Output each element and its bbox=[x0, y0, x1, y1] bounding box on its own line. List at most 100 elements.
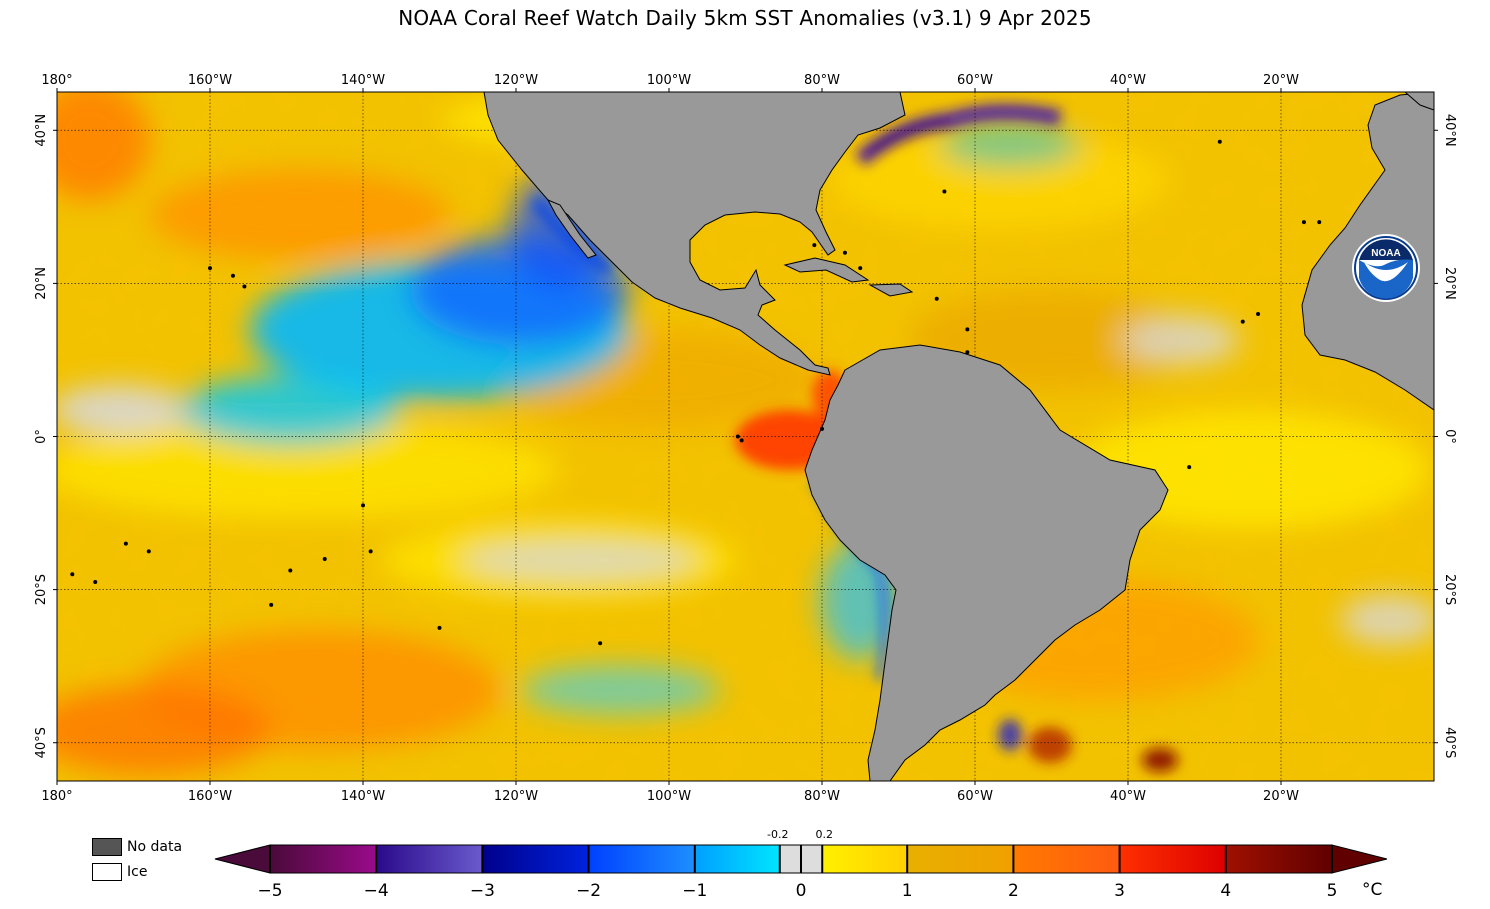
lon-label-top: 40°W bbox=[1110, 73, 1146, 88]
island bbox=[242, 284, 247, 289]
island bbox=[269, 602, 274, 607]
island bbox=[1301, 220, 1306, 225]
islands bbox=[70, 139, 1322, 646]
lat-label-left: 20°N bbox=[34, 267, 49, 300]
colorbar-neutral-label: 0.2 bbox=[815, 828, 833, 841]
latitude-labels-left: 40°N 20°N 0° 20°S 40°S bbox=[34, 114, 49, 758]
caribbean-islands-land bbox=[783, 257, 914, 297]
colorbar-tick-label: 0 bbox=[796, 881, 807, 901]
colorbar-tick-label: −1 bbox=[682, 881, 707, 901]
map-title: NOAA Coral Reef Watch Daily 5km SST Anom… bbox=[398, 6, 1092, 30]
legend-ice: Ice bbox=[92, 863, 147, 881]
colorbar-band bbox=[1225, 845, 1332, 873]
colorbar-unit: °C bbox=[1362, 880, 1383, 900]
island bbox=[812, 243, 817, 248]
ice-label: Ice bbox=[127, 864, 148, 880]
colorbar-tick-label: −3 bbox=[470, 881, 495, 901]
colorbar-tick-label: 3 bbox=[1114, 881, 1125, 901]
island bbox=[1240, 319, 1245, 324]
colorbar-band bbox=[1013, 845, 1120, 873]
lon-label-bottom: 20°W bbox=[1263, 789, 1299, 804]
island bbox=[93, 579, 98, 584]
lon-label-top: 20°W bbox=[1263, 73, 1299, 88]
lon-label-bottom: 60°W bbox=[957, 789, 993, 804]
island bbox=[942, 189, 947, 194]
lon-label-bottom: 140°W bbox=[341, 789, 385, 804]
lat-label-right: 40°S bbox=[1442, 727, 1457, 758]
map-area bbox=[57, 92, 1434, 781]
island bbox=[361, 503, 365, 508]
colorbar: −5 −4 −3 −2 −1 0 1 2 3 4 5 -0.2 0.2 bbox=[214, 828, 1388, 901]
lon-label-bottom: 80°W bbox=[804, 789, 840, 804]
lon-label-bottom: 160°W bbox=[188, 789, 232, 804]
colorbar-band bbox=[907, 845, 1014, 873]
colorbar-tick-label: −5 bbox=[257, 881, 282, 901]
island bbox=[123, 541, 128, 546]
longitude-labels-bottom: 180° 160°W 140°W 120°W 100°W 80°W 60°W 40°W 20°W bbox=[41, 789, 1299, 804]
island bbox=[288, 568, 293, 573]
island bbox=[1217, 139, 1222, 144]
lat-label-left: 40°N bbox=[34, 114, 49, 147]
lat-label-left: 40°S bbox=[34, 727, 49, 758]
no-data-swatch bbox=[92, 838, 122, 856]
colorbar-min-arrow bbox=[214, 844, 271, 874]
island bbox=[739, 438, 744, 443]
colorbar-tick-label: 4 bbox=[1220, 881, 1231, 901]
north-america-land bbox=[483, 92, 906, 376]
lon-label-top: 140°W bbox=[341, 73, 385, 88]
lat-label-left: 20°S bbox=[34, 574, 49, 605]
ice-swatch bbox=[92, 863, 122, 881]
colorbar-band bbox=[588, 845, 695, 873]
lon-label-bottom: 100°W bbox=[647, 789, 691, 804]
legend-no-data: No data bbox=[92, 838, 182, 856]
colorbar-band bbox=[376, 845, 483, 873]
colorbar-band bbox=[270, 845, 377, 873]
lon-label-top: 120°W bbox=[494, 73, 538, 88]
colorbar-band bbox=[694, 845, 780, 873]
colorbar-tick-label: 5 bbox=[1327, 881, 1338, 901]
lat-label-right: 20°N bbox=[1442, 267, 1457, 300]
lon-label-top: 180° bbox=[41, 73, 72, 88]
colorbar-band bbox=[482, 845, 589, 873]
island bbox=[208, 266, 212, 271]
island bbox=[368, 549, 373, 554]
longitude-labels-top: 180° 160°W 140°W 120°W 100°W 80°W 60°W 40°W 20°W bbox=[41, 73, 1299, 88]
lon-label-bottom: 120°W bbox=[494, 789, 538, 804]
lon-label-bottom: 40°W bbox=[1110, 789, 1146, 804]
colorbar-tick-label: −4 bbox=[364, 881, 389, 901]
no-data-label: No data bbox=[127, 839, 183, 855]
lat-label-right: 0° bbox=[1442, 429, 1457, 444]
island bbox=[146, 549, 151, 554]
island bbox=[70, 572, 75, 577]
colorbar-band bbox=[1119, 845, 1226, 873]
lat-label-right: 20°S bbox=[1442, 574, 1457, 605]
lon-label-top: 160°W bbox=[188, 73, 232, 88]
lon-label-top: 100°W bbox=[647, 73, 691, 88]
island bbox=[1187, 465, 1192, 470]
lon-label-top: 60°W bbox=[957, 73, 993, 88]
island bbox=[437, 625, 442, 630]
lon-label-bottom: 180° bbox=[41, 789, 72, 804]
baja-california-land bbox=[546, 199, 597, 259]
latitude-labels-right: 40°N 20°N 0° 20°S 40°S bbox=[1442, 114, 1457, 758]
island bbox=[820, 426, 824, 431]
south-america-land bbox=[804, 344, 1169, 781]
noaa-logo: NOAA bbox=[1352, 234, 1420, 302]
lat-label-left: 0° bbox=[34, 429, 49, 444]
island bbox=[1256, 312, 1261, 317]
iberia-land bbox=[1404, 92, 1434, 111]
island bbox=[1317, 220, 1322, 225]
noaa-logo-text: NOAA bbox=[1371, 248, 1400, 259]
island bbox=[322, 556, 327, 561]
island bbox=[230, 273, 235, 278]
island bbox=[965, 327, 970, 332]
island bbox=[858, 266, 863, 271]
colorbar-max-arrow bbox=[1331, 844, 1388, 874]
lon-label-top: 80°W bbox=[804, 73, 840, 88]
colorbar-tick-label: 2 bbox=[1008, 881, 1019, 901]
island bbox=[934, 296, 939, 301]
island bbox=[735, 434, 740, 439]
lat-label-right: 40°N bbox=[1442, 114, 1457, 147]
colorbar-tick-label: 1 bbox=[902, 881, 913, 901]
